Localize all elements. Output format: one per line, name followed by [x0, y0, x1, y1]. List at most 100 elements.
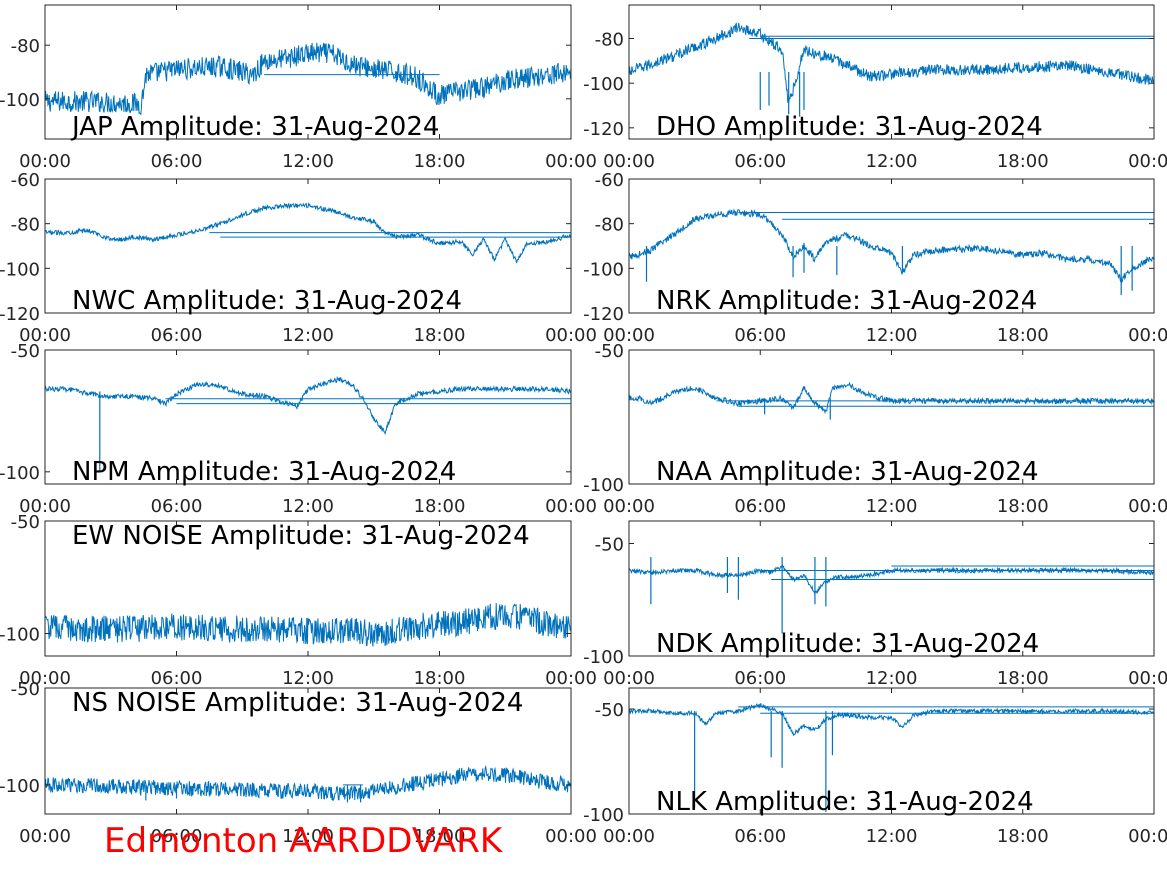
y-tick-label: -80	[11, 36, 40, 57]
y-tick-label: -100	[0, 625, 40, 646]
x-tick-label: 00:00	[1128, 151, 1167, 172]
x-tick-label: 18:00	[997, 668, 1049, 689]
panel-title: DHO Amplitude: 31-Aug-2024	[656, 112, 1043, 142]
amplitude-trace	[629, 208, 1154, 284]
x-tick-label: 00:00	[603, 826, 655, 847]
y-tick-label: -80	[595, 30, 624, 51]
amplitude-trace	[629, 564, 1154, 595]
x-tick-label: 18:00	[997, 325, 1049, 346]
x-tick-label: 06:00	[734, 325, 786, 346]
x-tick-label: 06:00	[151, 668, 203, 689]
x-tick-label: 18:00	[414, 325, 466, 346]
x-tick-label: 18:00	[997, 496, 1049, 517]
x-tick-label: 00:00	[19, 668, 71, 689]
panel-jap: -100 -80 00:00 06:00 12:00 18:00 00:00 JAP Ampl…	[0, 4, 597, 172]
x-tick-label: 00:00	[1128, 496, 1167, 517]
y-tick-label: -120	[0, 304, 40, 325]
x-tick-label: 18:00	[997, 151, 1049, 172]
x-tick-label: 12:00	[282, 496, 334, 517]
x-tick-label: 06:00	[151, 496, 203, 517]
amplitude-trace	[629, 22, 1154, 104]
amplitude-trace	[629, 381, 1154, 415]
panel-dho: -120-100-8000:0006:0012:0018:0000:00DHO …	[583, 4, 1167, 172]
panel-title: NLK Amplitude: 31-Aug-2024	[656, 787, 1034, 817]
x-tick-label: 00:00	[545, 826, 597, 847]
amplitude-trace	[45, 202, 571, 264]
y-tick-label: -100	[0, 259, 40, 280]
x-tick-label: 00:00	[545, 325, 597, 346]
x-tick-label: 12:00	[866, 668, 918, 689]
panel-ns-noise: -100 -50 00:00 06:00 12:00 18:00 00:00 NS NOISE…	[0, 679, 597, 847]
x-tick-label: 06:00	[734, 826, 786, 847]
x-tick-label: 00:00	[19, 826, 71, 847]
amplitude-trace	[45, 602, 571, 647]
y-tick-label: -60	[11, 170, 40, 191]
panel-title: NWC Amplitude: 31-Aug-2024	[72, 286, 462, 316]
y-tick-label: -100	[583, 647, 624, 668]
x-tick-label: 18:00	[414, 668, 466, 689]
station-label: Edmonton AARDDVARK	[104, 821, 503, 861]
y-tick-label: -50	[595, 341, 624, 362]
panel-nrk: -120-100-80-6000:0006:0012:0018:0000:00N…	[583, 170, 1167, 346]
panel-title: NS NOISE Amplitude: 31-Aug-2024	[72, 688, 523, 718]
amplitude-trace	[629, 703, 1154, 737]
x-tick-label: 12:00	[282, 668, 334, 689]
y-tick-label: -100	[583, 475, 624, 496]
y-tick-label: -100	[0, 776, 40, 797]
x-tick-label: 06:00	[151, 826, 203, 847]
amplitude-trace	[45, 42, 571, 116]
x-tick-label: 18:00	[414, 496, 466, 517]
y-tick-label: -80	[11, 215, 40, 236]
amplitude-trace	[45, 375, 571, 436]
x-tick-label: 12:00	[866, 151, 918, 172]
x-tick-label: 12:00	[282, 151, 334, 172]
amplitude-trace	[45, 764, 571, 802]
y-tick-label: -50	[595, 535, 624, 556]
x-tick-label: 00:00	[603, 496, 655, 517]
x-tick-label: 06:00	[734, 668, 786, 689]
x-tick-label: 00:00	[603, 325, 655, 346]
y-tick-label: -120	[583, 119, 624, 140]
x-tick-label: 00:00	[545, 496, 597, 517]
y-tick-label: -60	[595, 170, 624, 191]
x-tick-label: 06:00	[734, 151, 786, 172]
x-tick-label: 18:00	[414, 826, 466, 847]
x-tick-label: 12:00	[866, 826, 918, 847]
x-tick-label: 00:00	[545, 151, 597, 172]
x-tick-label: 06:00	[734, 496, 786, 517]
y-tick-label: -50	[11, 341, 40, 362]
x-tick-label: 00:00	[1128, 325, 1167, 346]
x-tick-label: 00:00	[19, 496, 71, 517]
y-tick-label: -120	[583, 304, 624, 325]
x-tick-label: 12:00	[866, 325, 918, 346]
x-tick-label: 12:00	[866, 496, 918, 517]
y-tick-label: -50	[11, 512, 40, 533]
x-tick-label: 06:00	[151, 325, 203, 346]
y-tick-label: -50	[595, 700, 624, 721]
x-tick-label: 00:00	[19, 325, 71, 346]
x-tick-label: 00:00	[1128, 826, 1167, 847]
panel-title: JAP Amplitude: 31-Aug-2024	[70, 112, 439, 142]
x-tick-label: 12:00	[282, 826, 334, 847]
x-tick-label: 00:00	[1128, 668, 1167, 689]
x-tick-label: 00:00	[545, 668, 597, 689]
x-tick-label: 00:00	[603, 151, 655, 172]
x-tick-label: 00:00	[19, 151, 71, 172]
panel-title: EW NOISE Amplitude: 31-Aug-2024	[72, 521, 530, 551]
panel-title: NAA Amplitude: 31-Aug-2024	[656, 457, 1038, 487]
x-tick-label: 18:00	[414, 151, 466, 172]
panel-title: NDK Amplitude: 31-Aug-2024	[656, 629, 1039, 659]
x-tick-label: 12:00	[282, 325, 334, 346]
panel-title: NPM Amplitude: 31-Aug-2024	[72, 457, 456, 487]
x-tick-label: 00:00	[603, 668, 655, 689]
x-tick-label: 18:00	[997, 826, 1049, 847]
y-tick-label: -100	[583, 805, 624, 826]
x-tick-label: 06:00	[151, 151, 203, 172]
y-tick-label: -50	[11, 679, 40, 700]
